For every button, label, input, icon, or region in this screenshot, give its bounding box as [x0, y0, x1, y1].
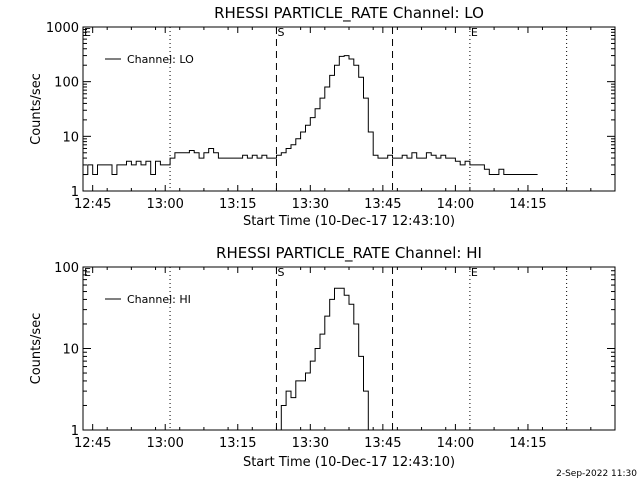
y-axis-label: Counts/sec — [29, 73, 44, 145]
chart-title: RHESSI PARTICLE_RATE Channel: HI — [216, 244, 482, 263]
plot-frame — [82, 26, 616, 192]
x-tick-label: 14:00 — [437, 436, 474, 451]
y-tick-label: 100 — [54, 261, 79, 276]
chart-title: RHESSI PARTICLE_RATE Channel: LO — [214, 4, 484, 23]
x-tick-label: 14:15 — [509, 197, 546, 212]
marker-label: E — [471, 26, 478, 39]
y-tick-label: 100 — [54, 76, 79, 91]
x-tick-label: 13:00 — [146, 436, 183, 451]
y-tick-label: 10 — [62, 343, 79, 358]
y-tick-label: 1000 — [46, 21, 79, 36]
marker-label: S — [277, 266, 284, 279]
legend-label: Channel: LO — [127, 53, 194, 66]
legend-label: Channel: HI — [127, 293, 191, 306]
x-tick-label: 14:00 — [437, 197, 474, 212]
x-tick-label: 13:00 — [146, 197, 183, 212]
chart-lo: RHESSI PARTICLE_RATE Channel: LO E S E 12:45… — [29, 4, 616, 229]
marker-label: E — [84, 266, 91, 279]
x-tick-label: 13:15 — [219, 436, 256, 451]
x-tick-label: 12:45 — [74, 197, 111, 212]
x-tick-label: 13:45 — [364, 197, 401, 212]
chart-hi: RHESSI PARTICLE_RATE Channel: HI E S E 12:45… — [29, 244, 616, 470]
series-line-0 — [83, 55, 538, 175]
x-tick-label: 13:15 — [219, 197, 256, 212]
x-tick-label: 13:45 — [364, 436, 401, 451]
footer-timestamp: 2-Sep-2022 11:30 — [556, 469, 637, 479]
y-tick-label: 1 — [71, 424, 79, 439]
x-tick-label: 13:30 — [292, 197, 329, 212]
x-tick-label: 12:45 — [74, 436, 111, 451]
plot-frame — [82, 266, 616, 431]
y-axis-label: Counts/sec — [29, 313, 44, 385]
marker-label: E — [471, 266, 478, 279]
x-axis-label: Start Time (10-Dec-17 12:43:10) — [243, 455, 455, 470]
y-tick-label: 10 — [62, 130, 79, 145]
series-line-0 — [276, 287, 369, 431]
x-tick-label: 14:15 — [509, 436, 546, 451]
marker-label: E — [84, 26, 91, 39]
x-tick-label: 13:30 — [292, 436, 329, 451]
x-axis-label: Start Time (10-Dec-17 12:43:10) — [243, 214, 455, 229]
y-tick-label: 1 — [71, 185, 79, 200]
marker-label: S — [277, 26, 284, 39]
